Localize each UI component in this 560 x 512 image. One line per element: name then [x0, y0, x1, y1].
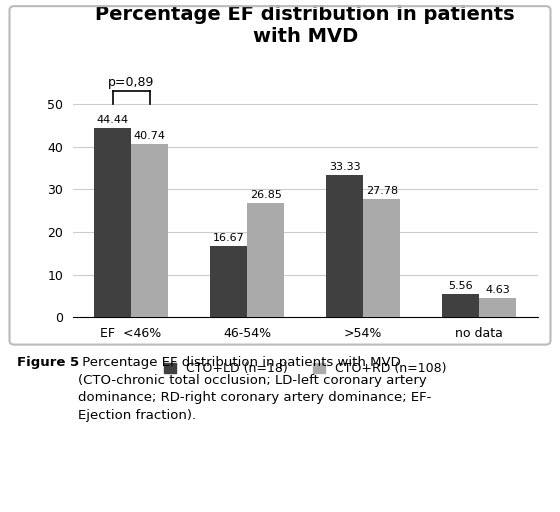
Bar: [247, 203, 284, 317]
Text: p=0,89: p=0,89: [108, 76, 154, 89]
Text: Percentage EF distribution in patients with MVD
(CTO-chronic total occlusion; LD: Percentage EF distribution in patients w…: [78, 356, 432, 422]
Text: Figure 5: Figure 5: [17, 356, 79, 369]
Text: 44.44: 44.44: [96, 115, 129, 125]
Text: 26.85: 26.85: [250, 190, 282, 200]
Text: 27.78: 27.78: [366, 186, 398, 196]
Text: 5.56: 5.56: [449, 281, 473, 291]
Text: 40.74: 40.74: [134, 131, 166, 141]
Bar: [479, 297, 516, 317]
Bar: [131, 143, 168, 317]
Title: Percentage EF distribution in patients
with MVD: Percentage EF distribution in patients w…: [95, 5, 515, 46]
Bar: [442, 294, 479, 317]
Bar: [326, 175, 363, 317]
Bar: [94, 128, 131, 317]
Text: 16.67: 16.67: [213, 233, 245, 243]
Legend: CTO+LD (n=18), CTO+RD (n=108): CTO+LD (n=18), CTO+RD (n=108): [164, 362, 447, 375]
Text: 4.63: 4.63: [486, 285, 510, 295]
Text: 33.33: 33.33: [329, 162, 361, 172]
Bar: [210, 246, 247, 317]
Bar: [363, 199, 400, 317]
